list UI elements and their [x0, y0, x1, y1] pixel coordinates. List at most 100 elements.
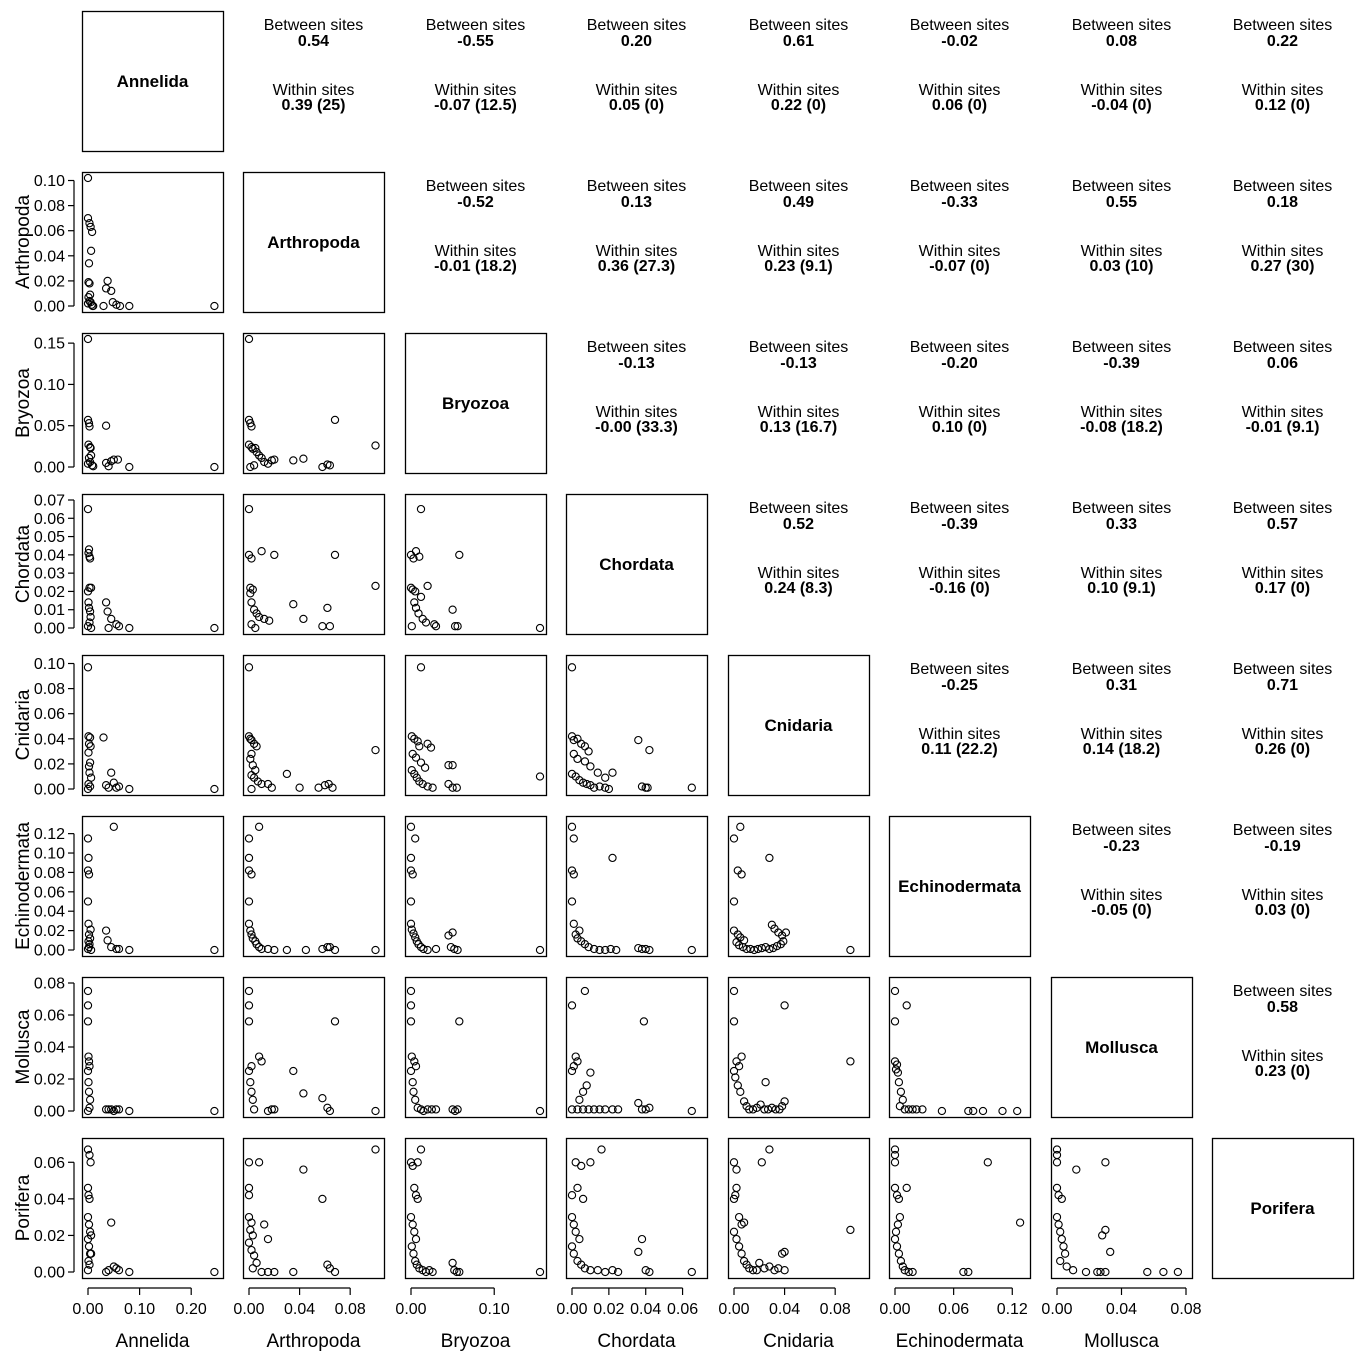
between-sites-value: -0.02: [941, 33, 978, 50]
scatter-point: [246, 1225, 255, 1235]
scatter-point: [125, 784, 134, 794]
scatter-point: [104, 462, 113, 471]
between-sites-value: -0.55: [457, 33, 494, 50]
scatter-point: [573, 1057, 582, 1066]
scatter-point: [101, 1105, 111, 1114]
between-sites-label: Between sites: [749, 339, 849, 356]
x-tick-label: 0.20: [176, 1301, 207, 1318]
scatter-point: [85, 607, 95, 616]
scatter-point: [937, 1106, 947, 1116]
scatter-point: [634, 1247, 643, 1257]
within-sites-label: Within sites: [596, 82, 678, 99]
scatter-point: [780, 1097, 789, 1106]
scatter-point: [84, 548, 93, 558]
scatter-point: [733, 930, 742, 939]
scatter-point: [109, 455, 118, 464]
scatter-point: [586, 762, 595, 771]
scatter-point: [101, 598, 111, 607]
scatter-point: [244, 1183, 254, 1193]
scatter-panel: [81, 815, 225, 958]
x-tick-label: 0.02: [593, 1301, 624, 1318]
scatter-point: [423, 1105, 432, 1114]
scatter-point: [104, 623, 113, 633]
scatter-point: [87, 300, 96, 309]
scatter-point: [767, 1103, 777, 1112]
scatter-point: [918, 1105, 927, 1114]
scatter-point: [1101, 1267, 1110, 1277]
scatter-point: [112, 944, 121, 954]
between-sites-value: -0.20: [941, 355, 978, 372]
scatter-point: [84, 762, 94, 771]
scatter-point: [409, 554, 418, 563]
scatter-panel: [727, 1137, 871, 1280]
scatter-point: [584, 747, 593, 756]
scatter-point: [645, 1267, 654, 1277]
scatter-point: [114, 944, 124, 954]
scatter-point: [641, 1105, 650, 1114]
scatter-point: [645, 745, 654, 755]
scatter-point: [777, 1102, 787, 1111]
scatter-point: [893, 1220, 903, 1229]
between-sites-label: Between sites: [1072, 822, 1172, 839]
scatter-point: [248, 1095, 257, 1104]
scatter-point: [299, 1089, 308, 1098]
within-sites-label: Within sites: [1242, 82, 1324, 99]
scatter-point: [569, 919, 578, 928]
scatter-point: [452, 1267, 461, 1277]
scatter-point: [908, 1105, 917, 1114]
scatter-point: [410, 1183, 419, 1193]
scatter-point: [535, 772, 545, 781]
scatter-point: [411, 1234, 421, 1244]
scatter-point: [408, 870, 417, 879]
scatter-point: [571, 1052, 580, 1061]
scatter-point: [83, 1212, 93, 1222]
scatter-point: [448, 761, 457, 770]
scatter-point: [411, 1062, 421, 1071]
scatter-point: [846, 1225, 855, 1235]
between-sites-label: Between sites: [587, 339, 687, 356]
scatter-point: [535, 945, 545, 955]
scatter-panel: [1050, 1137, 1194, 1280]
between-sites-value: 0.31: [1106, 677, 1137, 694]
scatter-point: [318, 622, 327, 631]
scatter-point: [84, 293, 93, 302]
y-tick-label: 0.05: [34, 529, 65, 546]
scatter-point: [416, 1105, 426, 1114]
within-sites-value: 0.14 (18.2): [1083, 741, 1160, 758]
scatter-point: [448, 1258, 457, 1268]
within-sites-value: 0.10 (9.1): [1087, 580, 1155, 597]
scatter-point: [892, 1242, 902, 1251]
scatter-point: [1143, 1267, 1152, 1277]
scatter-point: [101, 421, 111, 430]
between-sites-value: -0.23: [1103, 838, 1140, 855]
scatter-point: [103, 936, 112, 945]
scatter-point: [737, 1220, 746, 1229]
y-tick-label: 0.02: [34, 923, 65, 940]
x-tick-label: 0.04: [630, 1301, 661, 1318]
scatter-point: [263, 944, 273, 954]
scatter-point: [411, 753, 421, 762]
scatter-point: [983, 1158, 992, 1167]
scatter-point: [411, 1191, 421, 1200]
y-tick-label: 0.06: [34, 706, 65, 723]
scatter-point: [408, 1220, 417, 1229]
scatter-point: [407, 622, 416, 631]
scatter-point: [248, 761, 257, 770]
between-sites-label: Between sites: [1072, 339, 1172, 356]
scatter-point: [270, 1105, 279, 1114]
y-tick-label: 0.15: [34, 336, 65, 353]
scatter-point: [639, 1017, 649, 1026]
scatter-point: [263, 1234, 273, 1244]
within-sites-label: Within sites: [919, 726, 1001, 743]
scatter-point: [569, 1220, 578, 1229]
scatter-point: [760, 1264, 769, 1273]
scatter-point: [1101, 1225, 1110, 1235]
scatter-point: [419, 944, 428, 954]
scatter-point: [85, 940, 94, 949]
scatter-point: [410, 1057, 419, 1066]
x-tick-label: 0.04: [284, 1301, 315, 1318]
scatter-point: [246, 1078, 255, 1087]
scatter-point: [84, 870, 94, 879]
scatter-point: [318, 944, 327, 954]
scatter-point: [1013, 1106, 1022, 1116]
